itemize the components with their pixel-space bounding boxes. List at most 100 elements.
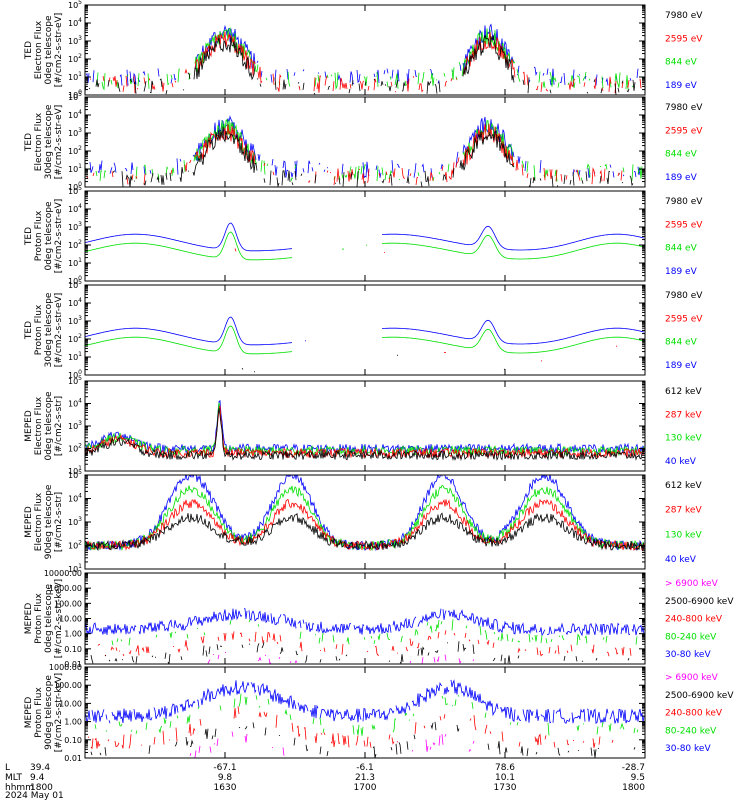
ylabel: TED Proton Flux 0deg telescope [#/cm2-s-str… bbox=[24, 199, 64, 274]
footer-row-label: MLT bbox=[5, 773, 23, 783]
ylabel-line: 0deg telescope bbox=[44, 15, 54, 85]
legend-entry: 189 eV bbox=[665, 361, 698, 371]
ylabel-line: Proton Flux bbox=[34, 687, 44, 738]
ylabel-line: MEPED bbox=[24, 410, 34, 442]
panel-ted-e-30: 100 101 102 103 104 105 TED Electron Flux 30deg … bbox=[24, 91, 703, 192]
ytick-label: 103 bbox=[68, 35, 82, 46]
series-612-kev bbox=[85, 408, 645, 462]
ytick-label: 104 bbox=[68, 398, 82, 409]
ytick-label: 103 bbox=[68, 221, 82, 232]
legend-entry: 2595 eV bbox=[665, 34, 703, 44]
ytick-label: 102 bbox=[68, 540, 82, 551]
traces bbox=[85, 222, 645, 261]
ytick-label: 10.00 bbox=[59, 699, 82, 708]
ytick-label: 105 bbox=[68, 469, 82, 480]
ylabel-line: [#/cm2-s-str-eV] bbox=[54, 199, 64, 274]
footer-row-label: hhmm bbox=[5, 783, 34, 793]
footer-value: 21.3 bbox=[355, 773, 375, 783]
legend-entry: 80-240 keV bbox=[665, 726, 717, 736]
ylabel-line: TED bbox=[24, 133, 34, 152]
series--6900-kev bbox=[208, 652, 483, 664]
legend-entry: 189 eV bbox=[665, 173, 698, 183]
ylabel-line: 0deg telescope bbox=[44, 584, 54, 654]
traces bbox=[85, 475, 645, 552]
ytick-label: 105 bbox=[68, 91, 82, 102]
ylabel-line: [#/cm2-s-str-eV] bbox=[54, 105, 64, 180]
ytick-label: 105 bbox=[68, 279, 82, 290]
ylabel: MEPED Proton Flux 0deg telescope [#/cm2-s-s… bbox=[24, 579, 64, 658]
series-844-ev bbox=[85, 120, 644, 182]
legend-entry: 2595 eV bbox=[665, 220, 703, 230]
series-189-ev bbox=[86, 25, 644, 86]
series--6900-kev bbox=[190, 732, 499, 758]
traces bbox=[85, 25, 644, 95]
panel-meped-e-0: 101 102 103 104 105 MEPED Electron Flux 0deg te… bbox=[24, 375, 702, 476]
ylabel: MEPED Electron Flux 90deg telescope [#/cm2-… bbox=[24, 484, 64, 559]
ytick-label: 10000.00 bbox=[44, 569, 82, 578]
ytick-label: 103 bbox=[68, 315, 82, 326]
ylabel-line: [#/cm2-s-str-keV] bbox=[54, 579, 64, 658]
series-189-ev bbox=[85, 316, 645, 346]
legend-entry: 130 keV bbox=[665, 434, 702, 444]
legend-entry: 844 eV bbox=[665, 58, 698, 68]
legend-entry: > 6900 keV bbox=[665, 673, 719, 683]
ytick-label: 103 bbox=[68, 516, 82, 527]
ylabel-line: Electron Flux bbox=[34, 396, 44, 455]
legend-entry: 7980 eV bbox=[665, 103, 703, 113]
legend-entry: > 6900 keV bbox=[665, 579, 719, 589]
ylabel-line: Electron Flux bbox=[34, 20, 44, 79]
legend-entry: 287 keV bbox=[665, 506, 702, 516]
footer-value: -67.1 bbox=[213, 763, 236, 773]
ylabel-line: 30deg telescope bbox=[44, 292, 54, 367]
legend-entry: 612 keV bbox=[665, 481, 702, 491]
traces bbox=[85, 608, 644, 664]
ylabel: TED Electron Flux 30deg telescope [#/cm2-s-… bbox=[24, 104, 64, 179]
series-2595-ev bbox=[90, 32, 644, 94]
ytick-label: 102 bbox=[68, 239, 82, 250]
series-2595-ev bbox=[235, 249, 637, 255]
legend-entry: 40 keV bbox=[665, 555, 697, 565]
legend-entry: 7980 eV bbox=[665, 197, 703, 207]
plot-frame bbox=[84, 284, 646, 376]
footer-value: 9.8 bbox=[218, 773, 233, 783]
series-2595-ev bbox=[444, 346, 620, 361]
legend-entry: 844 eV bbox=[665, 244, 698, 254]
plot-frame bbox=[84, 190, 646, 282]
panel-ted-e-0: 100 101 102 103 104 105 TED Electron Flux 0deg t… bbox=[24, 0, 703, 100]
legend-entry: 130 keV bbox=[665, 530, 702, 540]
legend-entry: 240-800 keV bbox=[665, 709, 723, 719]
legend-entry: 2500-6900 keV bbox=[665, 691, 734, 701]
ylabel-line: [#/cm2-s-str] bbox=[54, 492, 64, 552]
series-40-kev bbox=[85, 475, 645, 552]
ytick-label: 0.10 bbox=[64, 645, 82, 654]
ytick-label: 10.00 bbox=[59, 615, 82, 624]
footer-value: 78.6 bbox=[495, 763, 515, 773]
ylabel-line: 90deg telescope bbox=[44, 675, 54, 750]
legend-entry: 7980 eV bbox=[665, 11, 703, 21]
ylabel-line: Proton Flux bbox=[34, 304, 44, 355]
ylabel-line: MEPED bbox=[24, 603, 34, 635]
ytick-label: 101 bbox=[68, 163, 82, 174]
traces bbox=[85, 316, 645, 372]
ytick-label: 100 bbox=[68, 275, 82, 286]
footer-row-label: L bbox=[5, 763, 10, 773]
ytick-label: 101 bbox=[68, 563, 82, 574]
traces bbox=[85, 399, 645, 462]
series-130-kev bbox=[85, 485, 645, 552]
plot-frame bbox=[84, 96, 646, 188]
ytick-label: 1000.00 bbox=[49, 584, 82, 593]
ytick-label: 104 bbox=[68, 17, 82, 28]
ytick-label: 102 bbox=[68, 53, 82, 64]
footer-value: 1630 bbox=[214, 783, 237, 793]
footer-value: 1800 bbox=[622, 783, 645, 793]
series-189-ev bbox=[85, 222, 645, 252]
ytick-label: 101 bbox=[68, 257, 82, 268]
ytick-label: 104 bbox=[68, 203, 82, 214]
legend-entry: 844 eV bbox=[665, 338, 698, 348]
footer-value: 10.1 bbox=[495, 773, 515, 783]
footer-value: 9.5 bbox=[631, 773, 645, 783]
legend-entry: 40 keV bbox=[665, 457, 697, 467]
series-844-ev bbox=[85, 325, 645, 355]
